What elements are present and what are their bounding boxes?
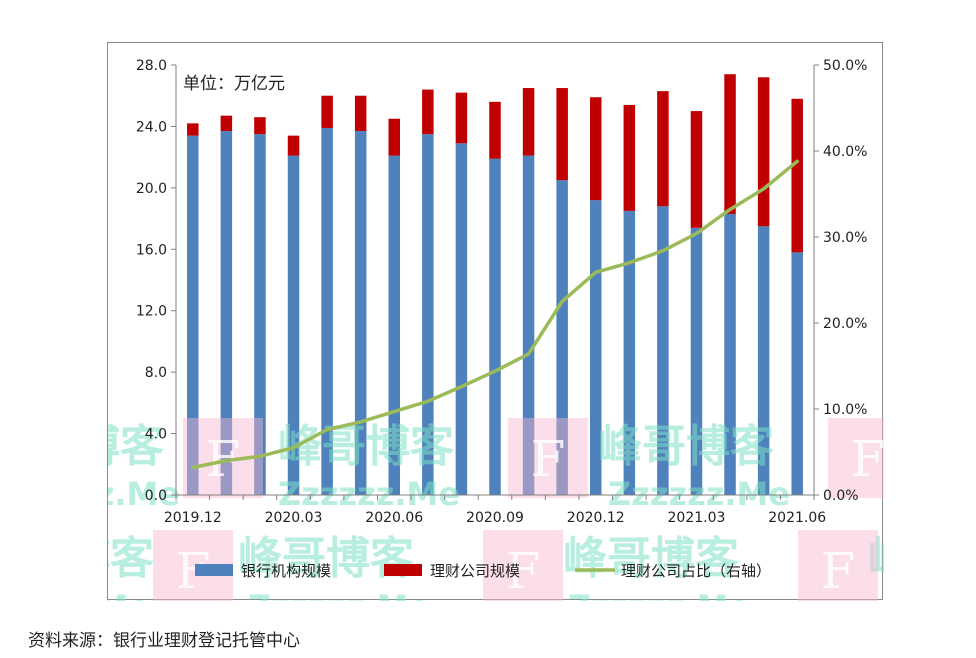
y2-tick-label: 20.0% bbox=[823, 316, 867, 332]
x-tick-label: 2021.06 bbox=[768, 510, 826, 526]
x-tick-label: 2019.12 bbox=[164, 510, 222, 526]
bar-wealth-company bbox=[556, 88, 568, 181]
unit-note: 单位：万亿元 bbox=[183, 74, 285, 94]
legend-swatch bbox=[195, 564, 233, 576]
x-tick-label: 2020.06 bbox=[365, 510, 423, 526]
bar-wealth-company bbox=[657, 91, 669, 207]
bar-wealth-company bbox=[187, 123, 199, 136]
bar-bank-institution bbox=[556, 180, 568, 495]
watermark-text: 峰哥博客 bbox=[108, 421, 164, 472]
bar-wealth-company bbox=[287, 135, 300, 156]
source-note: 资料来源：银行业理财登记托管中心 bbox=[28, 631, 300, 651]
bar-wealth-company bbox=[422, 89, 434, 135]
bar-wealth-company bbox=[254, 117, 266, 135]
watermark-text: 峰哥博客 bbox=[108, 533, 154, 584]
legend-label: 理财公司占比（右轴） bbox=[621, 562, 771, 580]
bar-bank-institution bbox=[690, 227, 703, 496]
watermark-text: Zzzzzz.Me bbox=[568, 588, 750, 601]
bar-wealth-company bbox=[489, 101, 501, 159]
bar-wealth-company bbox=[690, 111, 703, 228]
bar-wealth-company bbox=[623, 104, 636, 211]
x-tick-label: 2020.09 bbox=[466, 510, 524, 526]
y2-tick-label: 10.0% bbox=[823, 402, 867, 418]
bar-bank-institution bbox=[791, 252, 803, 495]
chart-frame: 峰哥博客峰哥博客峰哥博客峰哥博客Zzzzzz.MeZzzzzz.MeZzzzzz… bbox=[107, 42, 884, 601]
bar-bank-institution bbox=[455, 143, 468, 496]
bar-wealth-company bbox=[757, 77, 770, 227]
axes-layer: 0.0 4.0 8.0 12.0 16.0 20.0 24.0 28.0 0.0% 10.0% 20… bbox=[136, 58, 868, 526]
watermark-letter: F bbox=[531, 430, 566, 488]
watermark-letter: F bbox=[506, 542, 541, 600]
watermark-text: Zzzzzz.Me bbox=[248, 588, 430, 601]
bar-wealth-company bbox=[791, 98, 803, 253]
y-tick-label: 4.0 bbox=[145, 427, 167, 443]
bar-bank-institution bbox=[388, 155, 401, 495]
y-tick-label: 28.0 bbox=[136, 58, 167, 74]
bar-wealth-company bbox=[388, 118, 401, 156]
watermark-text: Zzzzzz.Me bbox=[608, 475, 790, 513]
bar-bank-institution bbox=[757, 226, 770, 495]
watermark-text: Zzzzzz.Me bbox=[278, 475, 460, 513]
y2-tick-label: 50.0% bbox=[823, 58, 867, 74]
y2-tick-label: 40.0% bbox=[823, 144, 867, 160]
bar-bank-institution bbox=[724, 213, 736, 495]
watermark-letter: F bbox=[821, 542, 856, 600]
y-tick-label: 8.0 bbox=[145, 365, 167, 381]
bar-wealth-company bbox=[455, 92, 468, 144]
watermark-box bbox=[508, 418, 588, 498]
watermark-text: 峰哥博客 bbox=[278, 421, 454, 472]
bar-wealth-company bbox=[354, 95, 367, 132]
watermark-text: Zzzzzz.Me bbox=[108, 475, 180, 513]
bar-bank-institution bbox=[220, 131, 233, 495]
bar-bank-institution bbox=[422, 134, 434, 495]
bar-wealth-company bbox=[522, 88, 535, 156]
bar-bank-institution bbox=[321, 127, 333, 495]
y-tick-label: 0.0 bbox=[145, 488, 167, 504]
watermark-layer: 峰哥博客峰哥博客峰哥博客峰哥博客Zzzzzz.MeZzzzzz.MeZzzzzz… bbox=[108, 418, 884, 601]
bar-bank-institution bbox=[657, 206, 669, 496]
bar-bank-institution bbox=[287, 155, 300, 495]
chart-svg: 峰哥博客峰哥博客峰哥博客峰哥博客Zzzzzz.MeZzzzzz.MeZzzzzz… bbox=[108, 58, 884, 601]
watermark-box bbox=[828, 418, 884, 498]
watermark-text: 峰哥博客 bbox=[563, 533, 739, 584]
bar-bank-institution bbox=[354, 131, 367, 495]
legend: 银行机构规模 理财公司规模 理财公司占比（右轴） bbox=[195, 562, 771, 580]
bar-wealth-company bbox=[589, 97, 602, 201]
y-tick-label: 12.0 bbox=[136, 304, 167, 320]
line-layer bbox=[191, 159, 799, 470]
bar-bank-institution bbox=[489, 158, 501, 495]
bars-layer bbox=[187, 74, 803, 496]
watermark-text: Zzzzzz.Me bbox=[108, 588, 150, 601]
y2-tick-label: 0.0% bbox=[823, 488, 859, 504]
x-tick-label: 2020.12 bbox=[567, 510, 625, 526]
bar-bank-institution bbox=[589, 200, 602, 495]
y2-tick-label: 30.0% bbox=[823, 230, 867, 246]
legend-label: 理财公司规模 bbox=[430, 562, 520, 580]
bar-wealth-company bbox=[220, 115, 233, 132]
bar-bank-institution bbox=[254, 134, 266, 495]
bar-wealth-company bbox=[321, 95, 333, 128]
watermark-text: 峰哥博客 bbox=[598, 421, 774, 472]
bar-wealth-company bbox=[724, 74, 736, 214]
watermark-box bbox=[798, 530, 878, 601]
legend-label: 银行机构规模 bbox=[241, 562, 331, 580]
y-tick-label: 16.0 bbox=[136, 242, 167, 258]
y-tick-label: 24.0 bbox=[136, 119, 167, 135]
watermark-text: 峰哥博客 bbox=[868, 533, 884, 584]
x-tick-label: 2021.03 bbox=[668, 510, 726, 526]
y-tick-label: 20.0 bbox=[136, 181, 167, 197]
x-tick-label: 2020.03 bbox=[265, 510, 323, 526]
watermark-letter: F bbox=[851, 430, 884, 488]
legend-swatch bbox=[384, 564, 422, 576]
bar-bank-institution bbox=[522, 155, 535, 495]
watermark-box bbox=[483, 530, 563, 601]
bar-bank-institution bbox=[623, 210, 636, 495]
bar-bank-institution bbox=[187, 135, 199, 495]
